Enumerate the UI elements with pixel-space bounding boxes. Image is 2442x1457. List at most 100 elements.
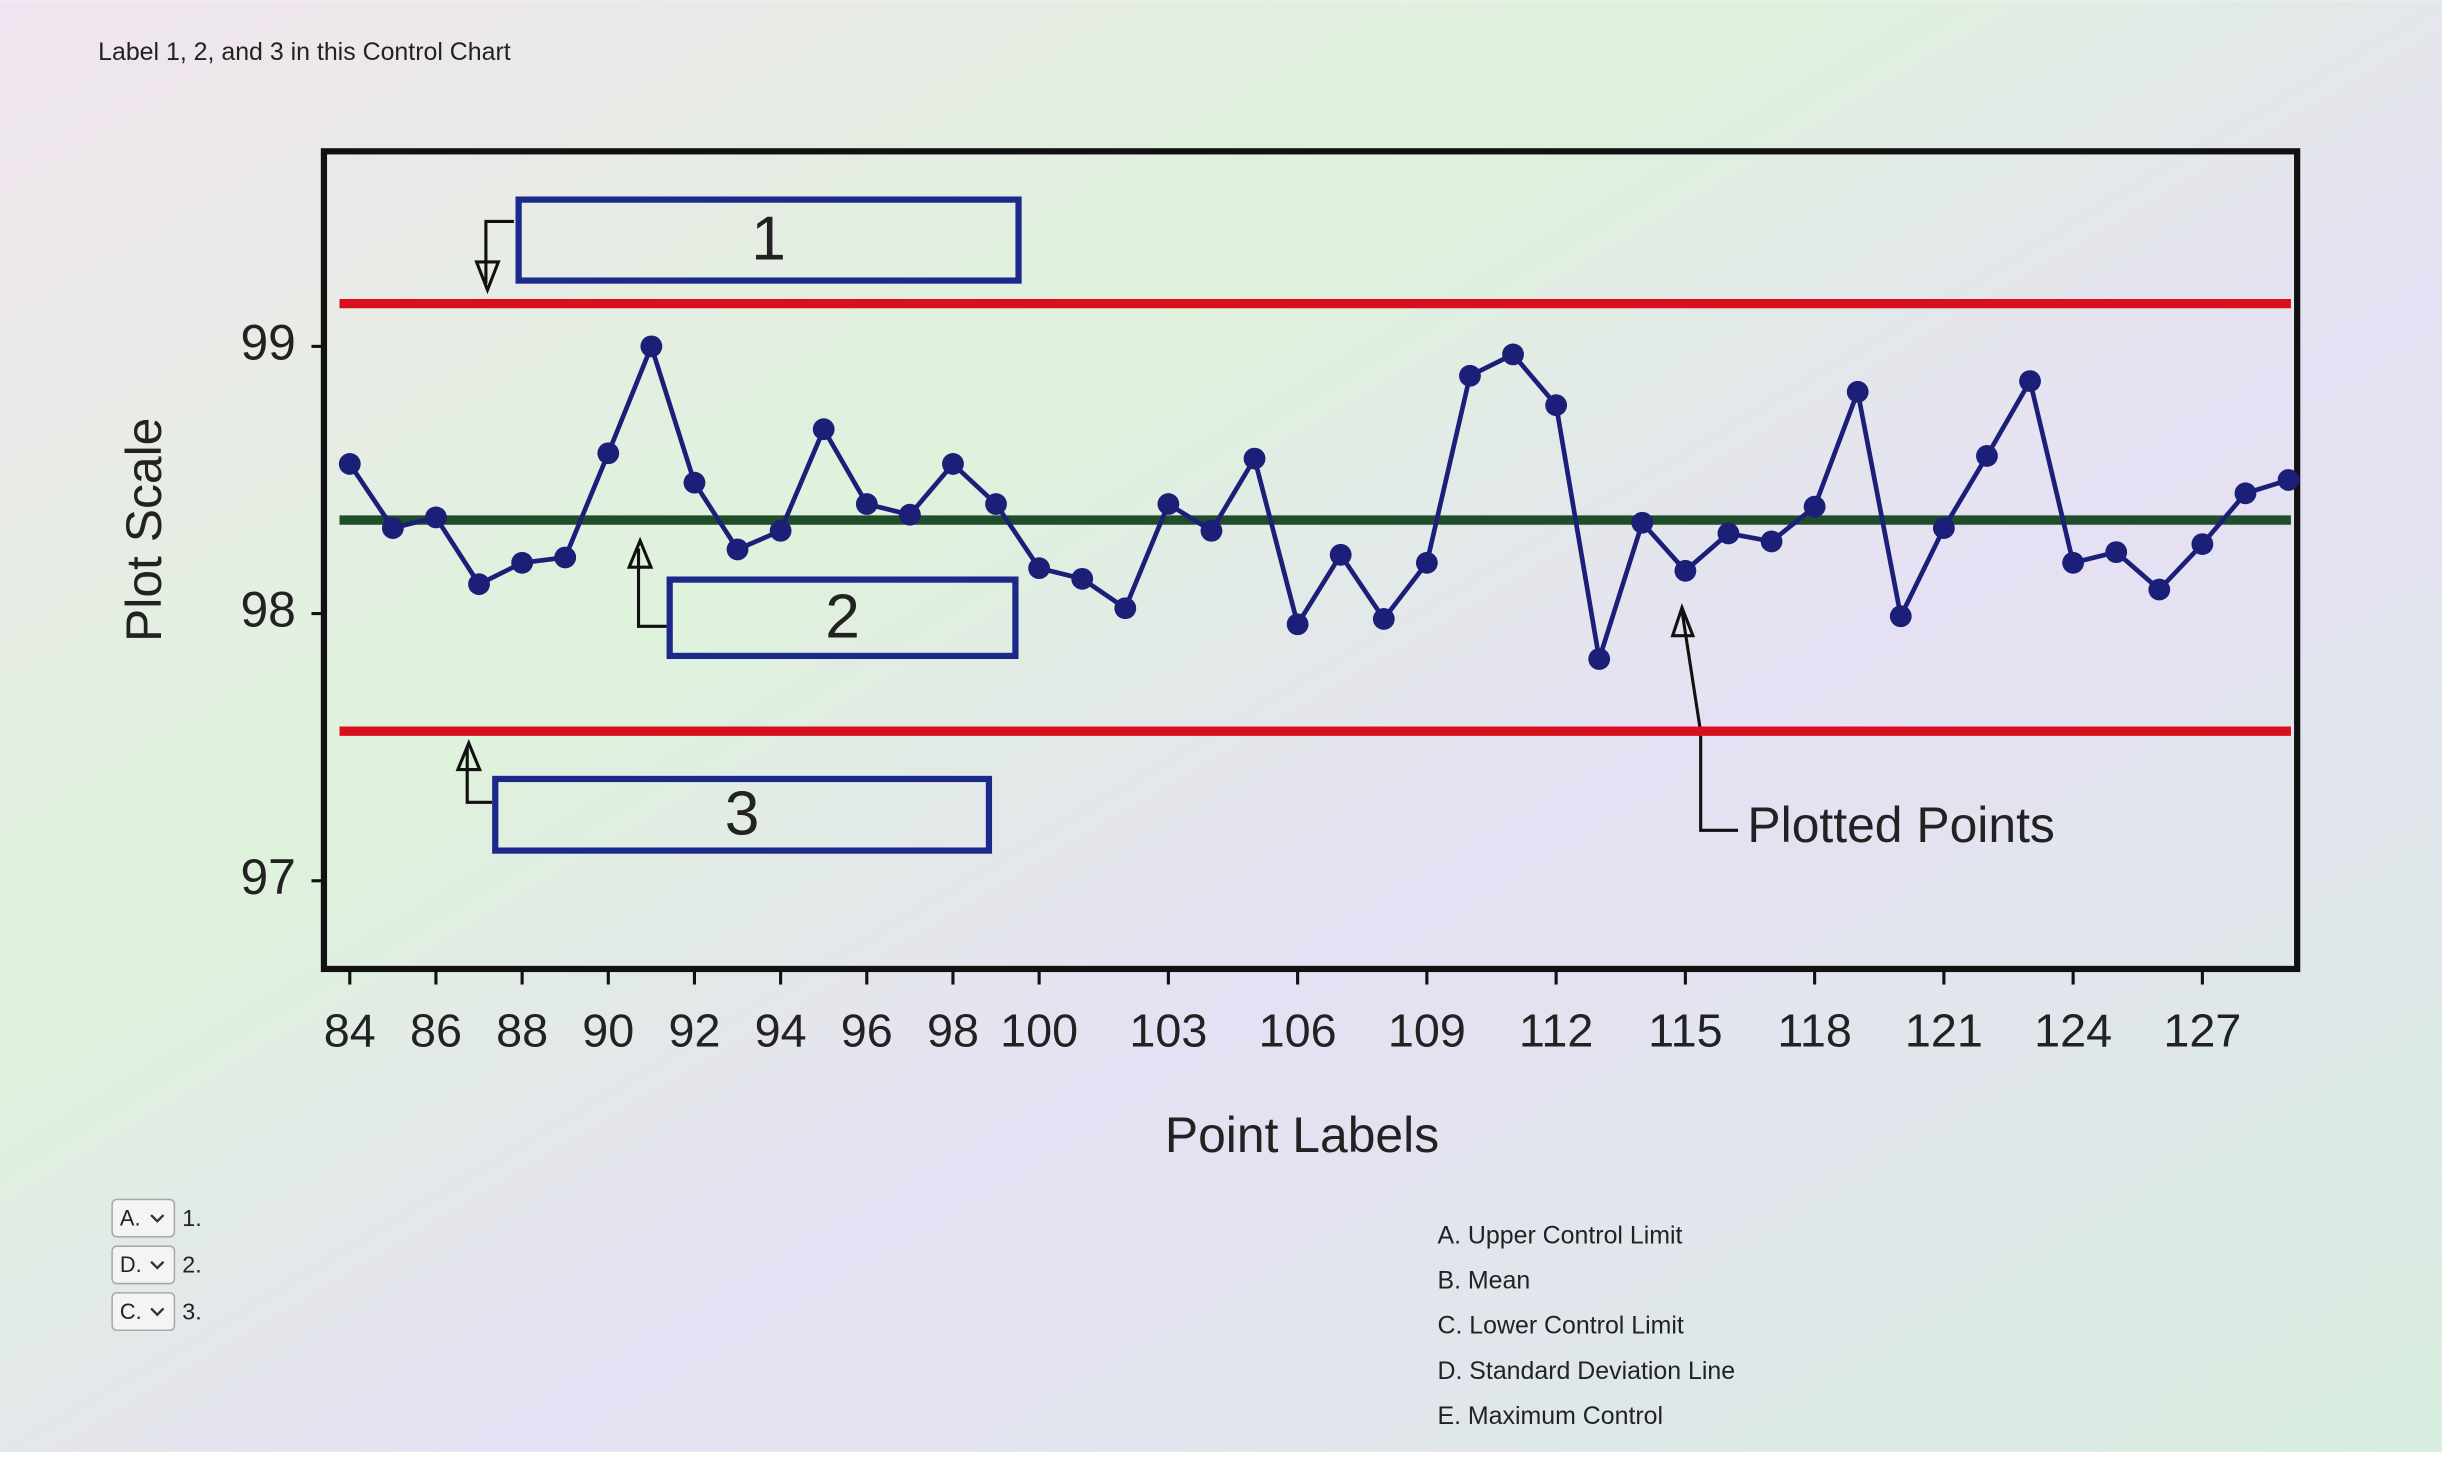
pointer-plotted: [1670, 603, 1739, 832]
data-point: [1329, 543, 1352, 566]
data-point: [985, 493, 1007, 515]
x-axis-title: Point Labels: [1165, 1107, 1439, 1163]
select-chevron: [150, 1214, 165, 1223]
y-tick-label: 99: [240, 315, 295, 371]
data-point: [381, 517, 404, 539]
y-tick-label: 97: [240, 849, 295, 905]
y-axis-title: Plot Scale: [116, 418, 172, 642]
data-point: [1502, 343, 1524, 366]
plot-frame: [320, 148, 2301, 973]
answer-item: 3.: [182, 1298, 201, 1324]
x-tick-label: 96: [841, 1005, 893, 1057]
answer-select[interactable]: [111, 1245, 176, 1285]
data-point: [1674, 559, 1697, 582]
data-point: [425, 506, 447, 529]
label-box: [666, 576, 1019, 660]
question: Label 1, 2, and 3 in this Control Chart: [98, 38, 511, 66]
data-point: [1157, 493, 1180, 515]
data-point: [1200, 519, 1223, 542]
data-point: [726, 538, 749, 561]
answer-choice[interactable]: C.: [120, 1299, 142, 1324]
x-tick-label: 115: [1648, 1005, 1722, 1057]
data-point: [812, 418, 835, 441]
option: E. Maximum Control: [1437, 1402, 1663, 1430]
pointer-3: [455, 739, 493, 804]
plotted-points-label: Plotted Points: [1747, 797, 2054, 853]
data-point: [942, 453, 964, 475]
data-point: [683, 471, 706, 494]
data-point: [1028, 557, 1051, 580]
data-point: [511, 551, 534, 574]
x-tick-label: 103: [1129, 1005, 1207, 1057]
answer-select[interactable]: [111, 1198, 176, 1238]
x-tick-label: 112: [1519, 1005, 1593, 1057]
answer-select[interactable]: [111, 1292, 176, 1332]
data-line: [347, 339, 2290, 660]
data-point: [597, 442, 620, 465]
data-point: [1631, 511, 1654, 534]
answer-choice[interactable]: D.: [120, 1252, 142, 1277]
data-point: [855, 493, 878, 515]
data-point: [1372, 608, 1395, 630]
x-tick-label: 121: [1905, 1005, 1983, 1057]
data-point: [1846, 380, 1869, 403]
x-tick-label: 118: [1777, 1005, 1851, 1057]
label-box: [492, 775, 993, 854]
x-tick-label: 92: [668, 1005, 720, 1057]
answer-item: 2.: [182, 1252, 201, 1278]
x-tick-label: 109: [1388, 1005, 1466, 1057]
pointer-2: [626, 536, 667, 628]
data-point: [640, 335, 663, 358]
label-box: [515, 196, 1022, 284]
x-tick-label: 100: [1000, 1005, 1078, 1057]
x-tick-label: 88: [496, 1005, 548, 1057]
x-tick-label: 94: [755, 1005, 807, 1057]
y-tick-label: 98: [240, 582, 295, 638]
data-point: [1286, 613, 1309, 636]
data-point: [1588, 648, 1611, 670]
answer-choice[interactable]: A.: [120, 1205, 141, 1230]
data-point: [898, 503, 921, 526]
option: B. Mean: [1437, 1267, 1530, 1295]
x-tick-label: 84: [324, 1005, 376, 1057]
data-point: [2277, 469, 2300, 491]
data-point: [338, 453, 361, 475]
x-tick-label: 106: [1259, 1005, 1337, 1057]
data-point: [2148, 578, 2171, 601]
data-point: [2234, 482, 2257, 505]
data-point: [554, 546, 577, 569]
data-point: [1976, 445, 1998, 467]
select-chevron: [150, 1260, 165, 1270]
data-point: [1932, 517, 1955, 539]
label-box-number: 2: [825, 582, 860, 651]
x-tick-label: 127: [2163, 1005, 2241, 1057]
data-point: [2019, 370, 2041, 393]
x-tick-label: 98: [927, 1005, 979, 1057]
data-point: [2191, 533, 2214, 556]
select-chevron: [150, 1307, 165, 1317]
option: A. Upper Control Limit: [1437, 1221, 1682, 1249]
data-point: [2105, 541, 2128, 564]
data-point: [1243, 447, 1266, 470]
x-tick-label: 86: [410, 1005, 462, 1057]
label-box-number: 3: [725, 779, 760, 848]
data-point: [1459, 364, 1481, 387]
pointer-1: [474, 219, 514, 295]
data-point: [1760, 530, 1783, 553]
x-tick-label: 124: [2034, 1005, 2112, 1057]
data-point: [1803, 495, 1826, 518]
annotation-pointers: [455, 219, 1739, 832]
data-point: [1717, 522, 1740, 545]
data-point: [468, 573, 490, 596]
x-tick-label: 90: [582, 1005, 634, 1057]
data-point: [769, 519, 792, 542]
data-point: [1071, 567, 1094, 590]
data-point: [1415, 551, 1438, 574]
label-box-number: 1: [751, 205, 786, 274]
answer-item: 1.: [182, 1205, 201, 1231]
data-point: [1545, 394, 1568, 417]
option: D. Standard Deviation Line: [1437, 1357, 1735, 1385]
